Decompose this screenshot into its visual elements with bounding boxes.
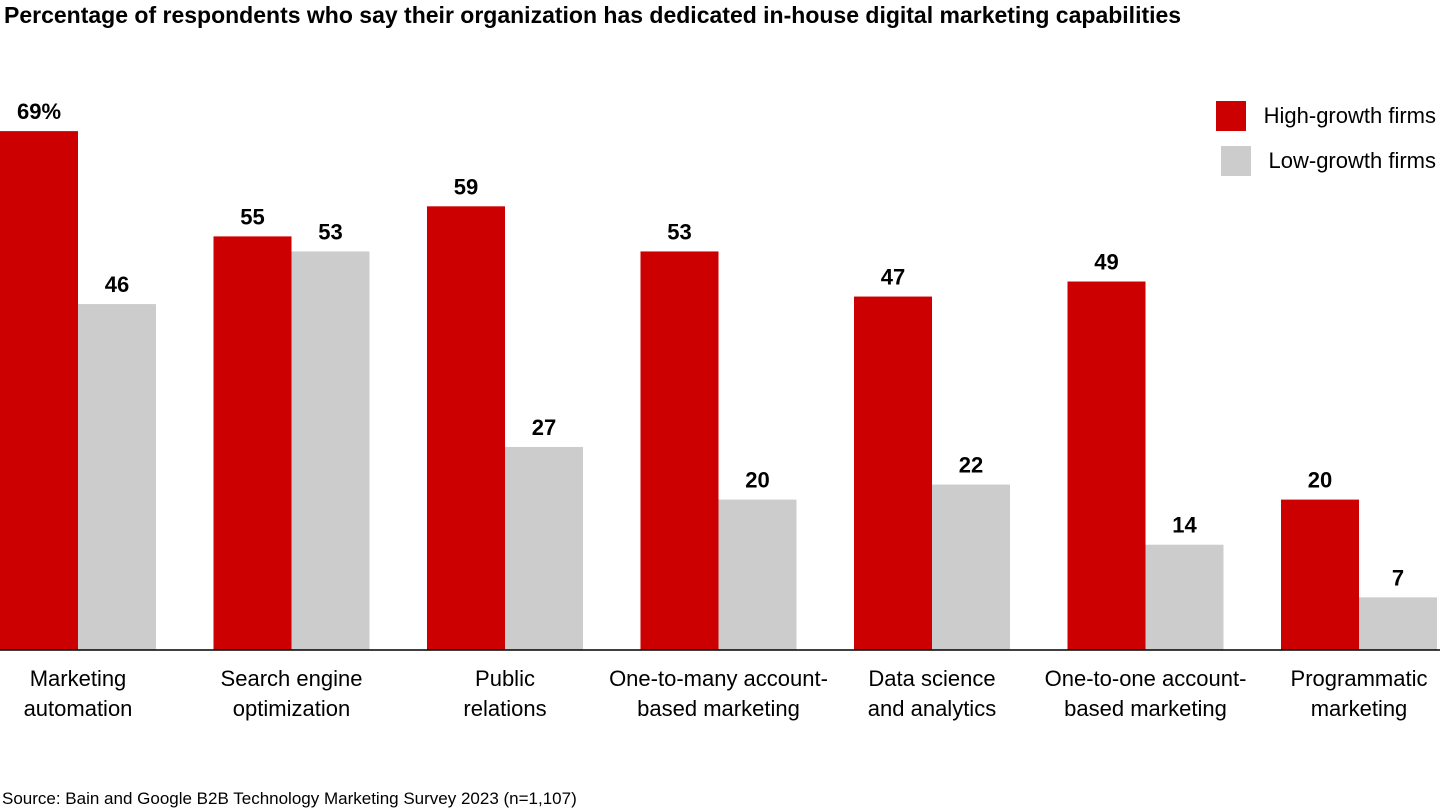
bar-high-growth-cat-5 (854, 296, 932, 650)
data-label-low-growth-cat-2: 53 (318, 219, 342, 244)
data-label-high-growth-cat-5: 47 (881, 265, 905, 290)
category-label-cat-3: Public relations (463, 666, 547, 721)
bar-high-growth-cat-2 (213, 236, 292, 650)
data-label-high-growth-cat-6: 49 (1094, 250, 1118, 275)
category-label-cat-4: One-to-many account- based marketing (609, 666, 828, 721)
bars-group (0, 131, 1437, 650)
bar-high-growth-cat-6 (1067, 281, 1146, 650)
legend-label-low-growth: Low-growth firms (1268, 148, 1436, 173)
bar-high-growth-cat-3 (427, 206, 505, 650)
bar-low-growth-cat-4 (718, 499, 797, 650)
data-label-low-growth-cat-5: 22 (959, 453, 983, 478)
data-label-high-growth-cat-4: 53 (667, 219, 691, 244)
category-label-cat-2: Search engine optimization (220, 666, 363, 721)
category-label-cat-5: Data science and analytics (867, 666, 997, 721)
data-label-low-growth-cat-1: 46 (105, 272, 129, 297)
bar-low-growth-cat-3 (505, 446, 583, 650)
bar-high-growth-cat-7 (1281, 499, 1359, 650)
legend-swatch-low-growth (1220, 146, 1251, 176)
bar-high-growth-cat-1 (0, 131, 78, 650)
category-label-cat-6: One-to-one account- based marketing (1044, 666, 1247, 721)
data-label-high-growth-cat-3: 59 (454, 174, 478, 199)
data-label-high-growth-cat-2: 55 (240, 204, 264, 229)
bar-low-growth-cat-7 (1359, 597, 1437, 650)
data-labels-group: 69% 46 55 53 59 27 53 20 47 22 49 14 20 7 (17, 99, 1404, 590)
legend-item-high-growth: High-growth firms (1215, 101, 1436, 131)
data-label-low-growth-cat-3: 27 (532, 415, 556, 440)
bar-low-growth-cat-1 (78, 304, 156, 650)
data-label-low-growth-cat-7: 7 (1392, 565, 1404, 590)
category-label-cat-7: Programmatic marketing (1290, 666, 1428, 721)
data-label-low-growth-cat-4: 20 (745, 468, 769, 493)
source-note: Source: Bain and Google B2B Technology M… (2, 789, 577, 808)
data-label-high-growth-cat-1: 69% (17, 99, 61, 124)
chart-title: Percentage of respondents who say their … (4, 2, 1182, 28)
legend-item-low-growth: Low-growth firms (1220, 146, 1436, 176)
data-label-high-growth-cat-7: 20 (1308, 468, 1332, 493)
data-label-low-growth-cat-6: 14 (1172, 513, 1197, 538)
legend-label-high-growth: High-growth firms (1263, 103, 1436, 128)
bar-low-growth-cat-5 (932, 484, 1010, 650)
bar-low-growth-cat-2 (291, 251, 370, 650)
legend-swatch-high-growth (1215, 101, 1246, 131)
category-label-cat-1: Marketing automation (23, 666, 133, 721)
bar-low-growth-cat-6 (1145, 544, 1224, 650)
bar-high-growth-cat-4 (640, 251, 719, 650)
